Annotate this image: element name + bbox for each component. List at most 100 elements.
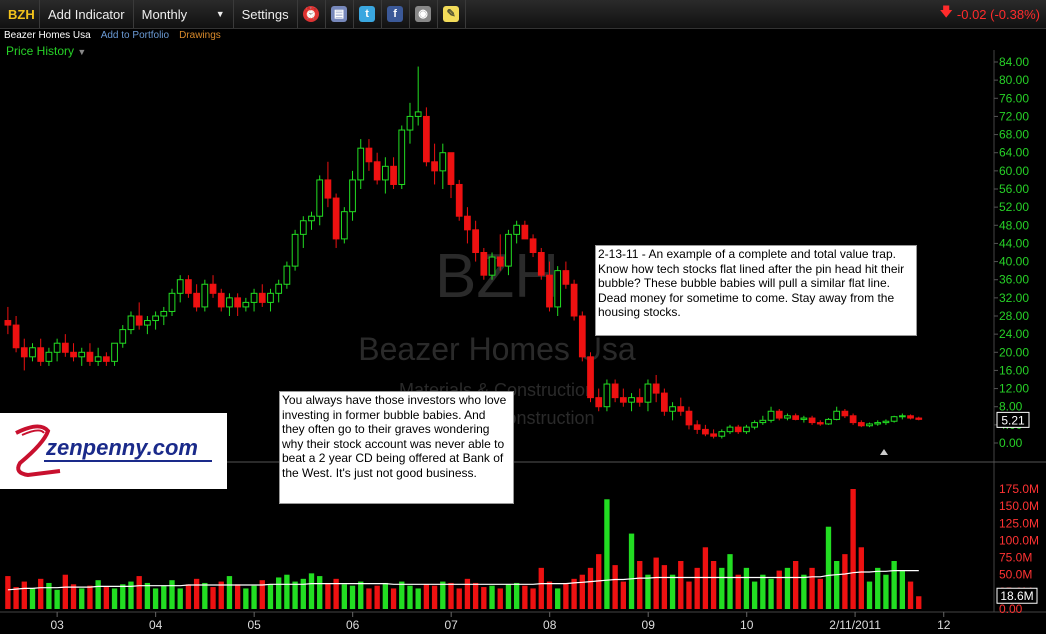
candle-body	[53, 342, 61, 353]
candle-body	[340, 211, 348, 240]
date-axis-label: 2/11/2011	[829, 618, 881, 632]
candle-body	[710, 433, 717, 437]
candle-body	[849, 415, 857, 424]
volume-bar	[596, 554, 602, 609]
note-button[interactable]: ✎	[438, 0, 466, 28]
volume-bar	[177, 588, 183, 609]
volume-bar	[653, 557, 659, 609]
candle-body	[209, 283, 217, 294]
price-history-menu[interactable]: Price History ▼	[6, 44, 86, 58]
price-history-label: Price History	[6, 44, 75, 58]
candle-body	[595, 397, 603, 408]
volume-bar	[136, 576, 142, 609]
price-axis-tick-label: 4.00	[999, 418, 1023, 432]
candle-body	[226, 297, 233, 308]
volume-axis-tick-label: 150.0M	[999, 499, 1039, 513]
candle-body	[898, 415, 906, 418]
candle-body	[324, 179, 332, 199]
candle-body	[168, 292, 176, 312]
candle-body	[12, 324, 20, 349]
volume-axis-tick-label: 25.0M	[999, 585, 1032, 599]
candle-body	[874, 422, 882, 425]
volume-bar	[702, 547, 709, 609]
volume-bar	[62, 574, 68, 609]
add-to-portfolio-link[interactable]: Add to Portfolio	[100, 29, 170, 41]
volume-bar	[399, 581, 405, 609]
candle-body	[628, 397, 635, 403]
candle-body	[570, 283, 578, 317]
candle-body	[480, 252, 488, 276]
volume-bar	[858, 547, 864, 609]
facebook-button[interactable]: f	[382, 0, 410, 28]
candle-body	[472, 229, 479, 253]
facebook-icon: f	[387, 6, 404, 22]
candle-body	[308, 215, 315, 222]
snapshot-button[interactable]: ◉	[410, 0, 438, 28]
watermark-company: Beazer Homes Usa	[358, 331, 636, 367]
volume-bar	[825, 526, 832, 609]
volume-bar	[259, 580, 265, 609]
volume-bar	[210, 587, 216, 609]
candle-body	[406, 115, 414, 131]
volume-bar	[505, 584, 512, 609]
date-axis-label: 10	[740, 618, 754, 632]
add-indicator-button[interactable]: Add Indicator	[40, 0, 134, 28]
candle-body	[685, 410, 693, 426]
candle-body	[423, 115, 430, 163]
volume-bar	[751, 581, 758, 609]
volume-bar	[866, 581, 873, 609]
candle-body	[636, 397, 644, 403]
volume-axis-tick-label: 50.0M	[999, 568, 1032, 582]
candle-body	[857, 422, 865, 427]
volume-bar	[760, 574, 766, 609]
volume-bar	[792, 561, 799, 609]
volume-bar	[727, 554, 733, 609]
price-axis-tick-label: 40.00	[999, 255, 1029, 269]
note-left[interactable]: You always have those investors who love…	[279, 391, 514, 504]
settings-button[interactable]: Settings	[234, 0, 298, 28]
candle-body	[275, 283, 283, 294]
stack-button[interactable]: ▤	[326, 0, 354, 28]
candle-body	[283, 265, 291, 285]
price-axis-tick-label: 32.00	[999, 291, 1029, 305]
date-axis-label: 12	[937, 618, 951, 632]
candle-body	[751, 422, 759, 428]
drawings-link[interactable]: Drawings	[179, 29, 221, 41]
candle-body	[455, 183, 463, 217]
candle-body	[644, 383, 652, 403]
volume-axis-tick-label: 175.0M	[999, 482, 1039, 496]
candle-body	[217, 292, 225, 308]
price-axis-tick-label: 28.00	[999, 309, 1029, 323]
price-change: 🡇 -0.02 (-0.38%)	[940, 0, 1040, 28]
note-left-text: You always have those investors who love…	[282, 393, 507, 480]
volume-bar	[374, 585, 380, 609]
volume-bar	[809, 567, 815, 609]
candle-body	[784, 415, 791, 419]
volume-bar	[907, 581, 914, 609]
volume-bar	[620, 581, 627, 609]
candle-body	[357, 147, 365, 181]
candle-body	[4, 320, 12, 326]
camera-icon: ◉	[415, 6, 432, 22]
period-select[interactable]: Monthly ▼	[134, 0, 234, 28]
candle-body	[488, 256, 496, 276]
candle-body	[398, 129, 406, 185]
candle-body	[907, 415, 914, 419]
twitter-button[interactable]: t	[354, 0, 382, 28]
date-axis-label: 05	[247, 618, 261, 632]
candle-body	[144, 320, 151, 326]
volume-bar	[54, 589, 60, 609]
candle-body	[70, 351, 77, 358]
alarm-button[interactable]: ⏰	[298, 0, 326, 28]
candle-body	[915, 417, 923, 420]
volume-axis-tick-label: 75.0M	[999, 551, 1032, 565]
volume-bar	[243, 588, 249, 609]
note-right[interactable]: 2-13-11 - An example of a complete and t…	[595, 245, 917, 336]
volume-bar	[513, 582, 520, 609]
candle-body	[652, 383, 660, 394]
candle-body	[135, 315, 143, 326]
volume-bar	[538, 567, 544, 609]
symbol-field[interactable]: BZH	[0, 0, 40, 28]
price-axis-tick-label: 52.00	[999, 200, 1029, 214]
volume-bar	[341, 584, 347, 609]
